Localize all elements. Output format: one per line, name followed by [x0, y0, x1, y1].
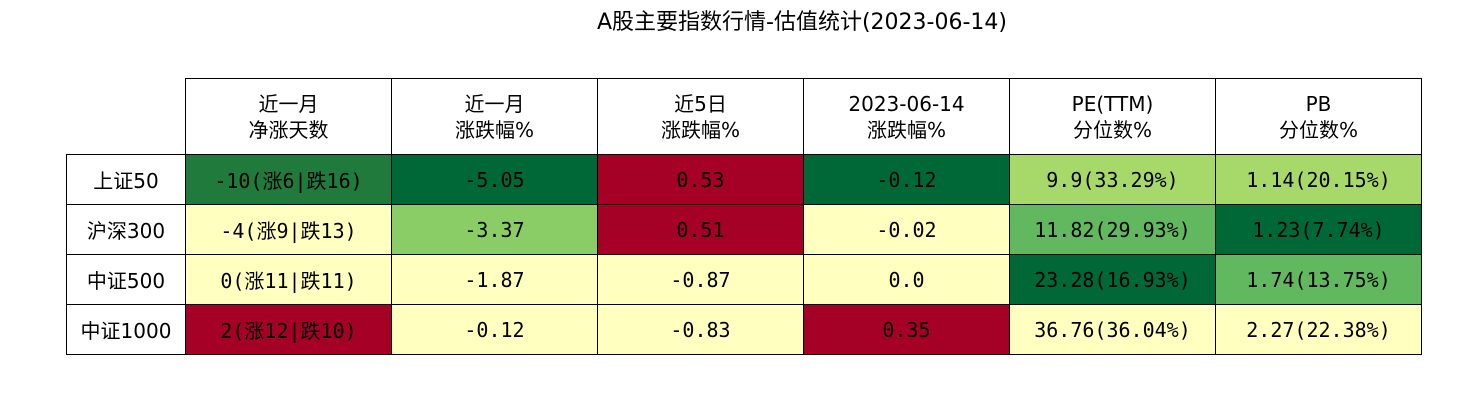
column-header-line2: 涨跌幅%: [660, 117, 740, 142]
column-header-line1: 近5日: [674, 91, 727, 116]
column-header-line2: 分位数%: [1072, 117, 1152, 142]
column-header-line2: 涨跌幅%: [866, 117, 946, 142]
table-row: 上证50 -10(涨6|跌16) -5.05 0.53 -0.12 9.9(33…: [66, 154, 1422, 205]
column-header-line2: 涨跌幅%: [454, 117, 534, 142]
chart-title: A股主要指数行情-估值统计(2023-06-14): [596, 10, 1007, 35]
table-cell: 1.23(7.74%): [1215, 204, 1422, 255]
table-cell: -0.83: [597, 304, 804, 355]
column-header: 近5日 涨跌幅%: [597, 78, 804, 155]
column-header: 近一月 涨跌幅%: [391, 78, 598, 155]
table-cell: 0.53: [597, 154, 804, 205]
table-cell: 23.28(16.93%): [1009, 254, 1216, 305]
table-cell: 1.14(20.15%): [1215, 154, 1422, 205]
header-corner: [67, 79, 186, 155]
column-header-line2: 净涨天数: [248, 117, 329, 142]
table-row: 中证1000 2(涨12|跌10) -0.12 -0.83 0.35 36.76…: [66, 304, 1422, 355]
row-label: 中证500: [66, 254, 186, 305]
column-header-line1: 近一月: [258, 91, 319, 116]
table-cell: 36.76(36.04%): [1009, 304, 1216, 355]
column-header-line1: PE(TTM): [1071, 91, 1154, 116]
column-header-line1: 2023-06-14: [848, 91, 965, 116]
table-cell: 9.9(33.29%): [1009, 154, 1216, 205]
table-cell: -3.37: [391, 204, 598, 255]
table-cell: 2.27(22.38%): [1215, 304, 1422, 355]
column-header: 近一月 净涨天数: [185, 78, 392, 155]
table-cell: -0.02: [803, 204, 1010, 255]
column-header-line2: 分位数%: [1278, 117, 1358, 142]
row-label: 上证50: [66, 154, 186, 205]
column-header-line1: 近一月: [464, 91, 525, 116]
table-cell: 0(涨11|跌11): [185, 254, 392, 305]
table-cell: 0.35: [803, 304, 1010, 355]
table-cell: 11.82(29.93%): [1009, 204, 1216, 255]
column-header: 2023-06-14 涨跌幅%: [803, 78, 1010, 155]
table-cell: -10(涨6|跌16): [185, 154, 392, 205]
table-header-row: 近一月 净涨天数 近一月 涨跌幅% 近5日 涨跌幅% 2023-06-14 涨跌…: [67, 78, 1422, 155]
table-row: 沪深300 -4(涨9|跌13) -3.37 0.51 -0.02 11.82(…: [66, 204, 1422, 255]
table-cell: -4(涨9|跌13): [185, 204, 392, 255]
index-valuation-table: 近一月 净涨天数 近一月 涨跌幅% 近5日 涨跌幅% 2023-06-14 涨跌…: [66, 78, 1422, 355]
table-cell: -5.05: [391, 154, 598, 205]
row-label: 沪深300: [66, 204, 186, 255]
table-row: 中证500 0(涨11|跌11) -1.87 -0.87 0.0 23.28(1…: [66, 254, 1422, 305]
table-cell: 0.51: [597, 204, 804, 255]
table-cell: 1.74(13.75%): [1215, 254, 1422, 305]
table-cell: -0.87: [597, 254, 804, 305]
table-cell: -0.12: [803, 154, 1010, 205]
table-cell: -1.87: [391, 254, 598, 305]
column-header-line1: PB: [1305, 91, 1332, 116]
row-label: 中证1000: [66, 304, 186, 355]
table-cell: 0.0: [803, 254, 1010, 305]
column-header: PE(TTM) 分位数%: [1009, 78, 1216, 155]
table-cell: -0.12: [391, 304, 598, 355]
table-cell: 2(涨12|跌10): [185, 304, 392, 355]
column-header: PB 分位数%: [1215, 78, 1422, 155]
